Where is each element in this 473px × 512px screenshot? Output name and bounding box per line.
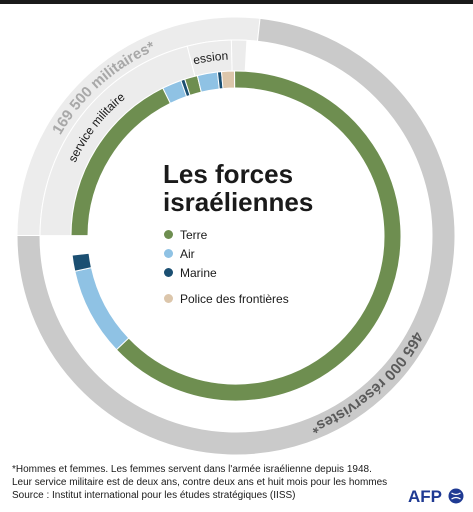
afp-logo: AFP [408,487,464,506]
footnote-source: Source : Institut international pour les… [12,490,296,501]
legend-item-police: Police des frontières [164,291,289,307]
footnotes: *Hommes et femmes. Les femmes servent da… [12,463,412,502]
chart-title: Les forces israéliennes [163,160,313,216]
inner-ring [70,70,402,402]
top-rule [0,0,473,4]
chart-title-line-1: Les forces [163,159,294,189]
legend-label-marine: Marine [180,266,217,280]
donut-chart: 169 500 militaires*465 000 réservistes*s… [0,0,456,456]
legend-swatch-terre [164,230,173,240]
inner-slice-air-8 [74,267,130,351]
legend-swatch-police [164,294,173,304]
inner-slice-terre-7 [115,70,402,402]
afp-logo-text: AFP [408,487,442,506]
legend-swatch-marine [164,268,173,278]
inner-slice-air-4 [196,71,220,93]
legend-label-police: Police des frontières [180,292,289,306]
footnote-service-duration: Leur service militaire est de deux ans, … [12,477,388,488]
legend-item-terre: Terre [164,227,207,243]
afp-logo-globe-icon [448,488,464,504]
footnote-asterisk: *Hommes et femmes. Les femmes servent da… [12,464,372,475]
chart-title-line-2: israéliennes [163,187,314,217]
legend-item-marine: Marine [164,265,217,281]
legend-item-air: Air [164,246,195,262]
middle-slice-police-des-frontieres-2 [230,39,248,72]
inner-slice-marine-9 [71,252,93,272]
outer-slice-reservistes-1 [16,17,456,456]
legend-label-air: Air [180,247,195,261]
legend-swatch-air [164,249,173,259]
inner-slice-police-des-frontieres-6 [220,70,236,90]
legend-label-terre: Terre [180,228,208,242]
